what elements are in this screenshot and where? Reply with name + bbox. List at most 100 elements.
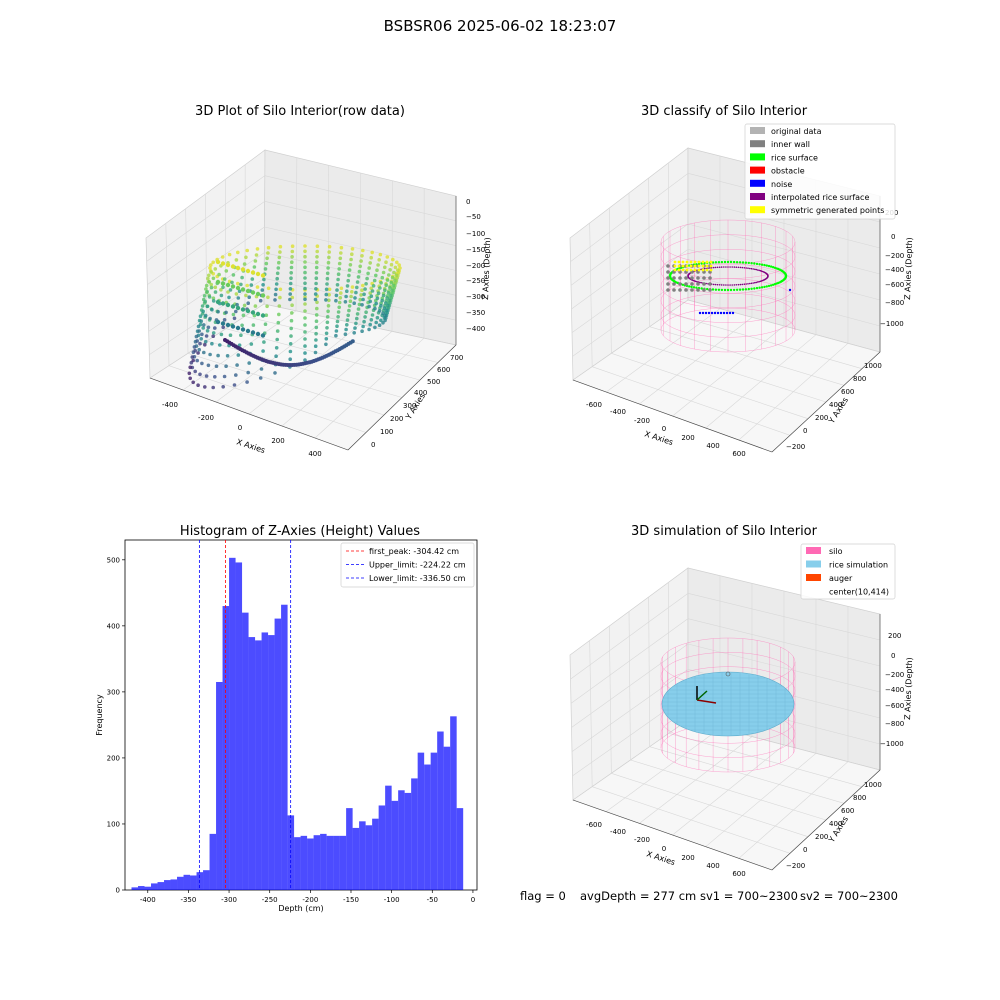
- data-point: [253, 304, 258, 308]
- data-point: [237, 289, 242, 294]
- interpolated-point: [759, 280, 762, 283]
- p4-ytick: 200: [815, 833, 828, 841]
- interpolated-point: [733, 266, 736, 268]
- interpolated-point: [735, 284, 738, 286]
- histogram-bar: [300, 835, 308, 890]
- data-point: [355, 312, 360, 316]
- data-point: [273, 371, 277, 375]
- data-point: [209, 270, 213, 274]
- data-point: [197, 347, 201, 352]
- rice-surface-point: [738, 261, 742, 264]
- rice-surface-point: [753, 262, 756, 265]
- data-point: [347, 268, 352, 272]
- data-point: [355, 285, 359, 290]
- interpolated-point: [735, 266, 738, 269]
- data-point: [196, 383, 200, 388]
- histogram-bar: [417, 752, 425, 890]
- data-point: [230, 280, 234, 285]
- data-point: [221, 285, 225, 290]
- data-point: [370, 250, 375, 255]
- interpolated-point: [727, 266, 729, 268]
- grid-line: [314, 337, 425, 439]
- data-point: [250, 290, 256, 295]
- histogram-bar: [320, 833, 327, 890]
- data-point: [374, 320, 379, 325]
- interpolated-point: [731, 284, 733, 286]
- data-point: [325, 326, 329, 330]
- data-point: [367, 266, 372, 270]
- data-point: [335, 319, 340, 324]
- data-point: [198, 314, 203, 319]
- symmetric-point: [697, 260, 701, 264]
- rice-surface-point: [755, 262, 759, 266]
- interpolated-point: [750, 267, 753, 270]
- p1-ztick: −50: [466, 213, 481, 221]
- histogram-bar: [450, 716, 457, 890]
- data-point: [200, 332, 204, 337]
- data-point: [216, 309, 220, 314]
- symmetric-point: [673, 268, 677, 272]
- interpolated-point: [727, 284, 729, 286]
- x-tick-label: -350: [180, 896, 196, 904]
- x-tick-label: -300: [221, 896, 237, 904]
- p2-ytick: 800: [853, 375, 866, 383]
- data-point: [303, 330, 307, 334]
- data-point: [370, 289, 375, 293]
- p1-ztick: −250: [466, 277, 485, 285]
- data-point: [288, 349, 293, 354]
- data-point: [352, 301, 357, 306]
- data-point: [249, 342, 254, 346]
- interpolated-point: [707, 267, 709, 270]
- y-tick-label: 400: [107, 622, 120, 630]
- rice-surface-point: [717, 261, 721, 264]
- data-point: [369, 286, 374, 291]
- p2-xlabel: X Axies: [643, 429, 674, 447]
- data-point: [389, 262, 394, 267]
- data-point: [245, 268, 251, 274]
- axis-marker: [696, 699, 717, 704]
- data-point: [200, 361, 204, 366]
- inner-wall-point: [708, 288, 712, 292]
- data-point: [315, 254, 319, 259]
- data-point: [277, 255, 282, 260]
- noise-point: [719, 311, 723, 315]
- data-point: [384, 260, 388, 265]
- data-point: [290, 249, 295, 254]
- data-point: [313, 297, 318, 302]
- rice-surface-point: [726, 260, 730, 264]
- data-point: [214, 364, 219, 369]
- data-point: [347, 304, 352, 308]
- interpolated-point: [745, 283, 747, 285]
- rice-surface-point: [765, 285, 768, 288]
- histogram-bar: [346, 808, 353, 890]
- rice-surface-point: [732, 288, 736, 292]
- data-point: [327, 298, 331, 303]
- data-point: [381, 321, 385, 325]
- data-point: [368, 261, 373, 265]
- data-point: [314, 325, 319, 330]
- data-point: [384, 301, 388, 305]
- p2-xtick: 0: [662, 425, 666, 433]
- interpolated-point: [714, 283, 717, 286]
- data-point: [193, 369, 197, 374]
- data-point: [245, 288, 251, 294]
- legend-label: original data: [771, 127, 822, 136]
- center-marker: [725, 671, 731, 677]
- rice-surface-point: [681, 283, 685, 286]
- grid-line: [572, 274, 689, 357]
- data-point: [303, 286, 307, 291]
- symmetric-point: [705, 260, 709, 264]
- data-point: [347, 308, 351, 313]
- inner-wall-point: [702, 276, 706, 280]
- p4-ytick: −200: [786, 862, 805, 870]
- data-point: [274, 346, 279, 350]
- data-point: [325, 282, 329, 286]
- data-point: [315, 260, 319, 265]
- data-point: [384, 283, 389, 288]
- data-point: [379, 281, 383, 285]
- data-point: [315, 306, 319, 311]
- data-point: [387, 273, 391, 277]
- data-point: [369, 255, 374, 260]
- data-point: [235, 265, 241, 271]
- rice-surface-point: [760, 286, 764, 289]
